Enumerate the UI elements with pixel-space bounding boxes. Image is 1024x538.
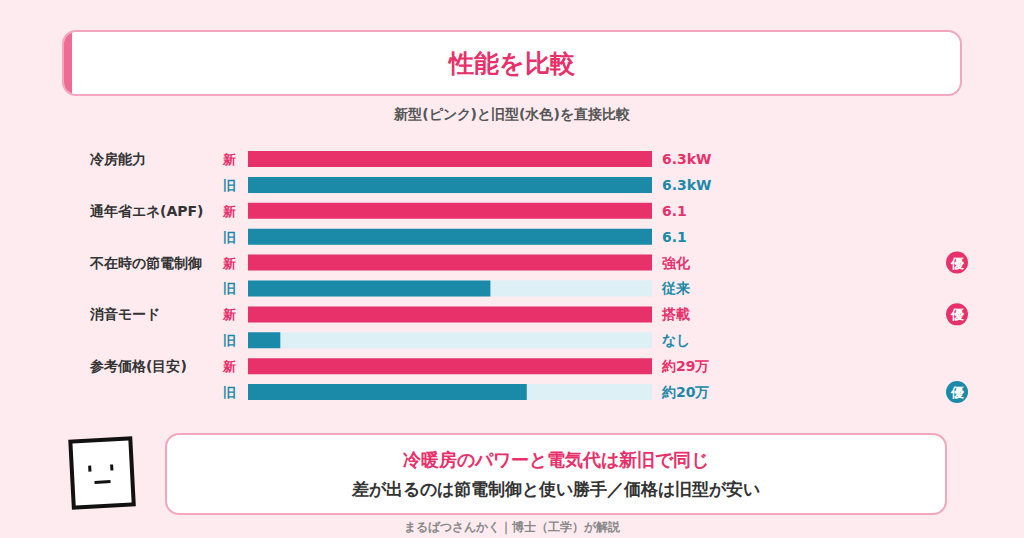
svg-text:旧: 旧 xyxy=(223,385,236,400)
svg-text:通年省エネ(APF): 通年省エネ(APF) xyxy=(89,203,203,219)
svg-text:優: 優 xyxy=(950,256,964,271)
svg-text:なし: なし xyxy=(662,332,690,348)
svg-text:新: 新 xyxy=(222,204,236,219)
svg-text:参考価格(目安): 参考価格(目安) xyxy=(89,358,187,374)
svg-text:強化: 強化 xyxy=(662,255,691,271)
html-text:性能を比較: 性能を比較 xyxy=(449,48,575,78)
svg-text:不在時の節電制御: 不在時の節電制御 xyxy=(89,255,202,271)
svg-text:消音モード: 消音モード xyxy=(89,306,160,322)
svg-text:新: 新 xyxy=(222,359,236,374)
html-text:まるばつさんかく｜博士（工学）が解説: まるばつさんかく｜博士（工学）が解説 xyxy=(404,520,620,534)
html-text:新型(ピンク)と旧型(水色)を直接比較: 新型(ピンク)と旧型(水色)を直接比較 xyxy=(394,106,630,122)
svg-text:6.3kW: 6.3kW xyxy=(662,177,712,193)
svg-text:旧: 旧 xyxy=(223,230,236,245)
svg-text:優: 優 xyxy=(950,385,964,400)
html-text:差が出るのは節電制御と使い勝手／価格は旧型が安い: 差が出るのは節電制御と使い勝手／価格は旧型が安い xyxy=(352,478,760,499)
svg-text:新: 新 xyxy=(222,256,236,271)
svg-text:新: 新 xyxy=(222,307,236,322)
svg-text:6.1: 6.1 xyxy=(662,229,687,245)
svg-text:従来: 従来 xyxy=(661,280,690,296)
svg-text:旧: 旧 xyxy=(223,178,236,193)
svg-text:約29万: 約29万 xyxy=(661,358,709,374)
svg-text:旧: 旧 xyxy=(223,281,236,296)
svg-text:約20万: 約20万 xyxy=(661,384,709,400)
svg-text:優: 優 xyxy=(950,307,964,322)
svg-text:6.1: 6.1 xyxy=(662,203,687,219)
svg-text:新: 新 xyxy=(222,152,236,167)
svg-text:搭載: 搭載 xyxy=(661,306,690,322)
svg-text:6.3kW: 6.3kW xyxy=(662,151,712,167)
html-text:冷暖房のパワーと電気代は新旧で同じ: 冷暖房のパワーと電気代は新旧で同じ xyxy=(403,448,709,470)
svg-text:旧: 旧 xyxy=(223,333,236,348)
svg-text:冷房能力: 冷房能力 xyxy=(90,151,146,167)
